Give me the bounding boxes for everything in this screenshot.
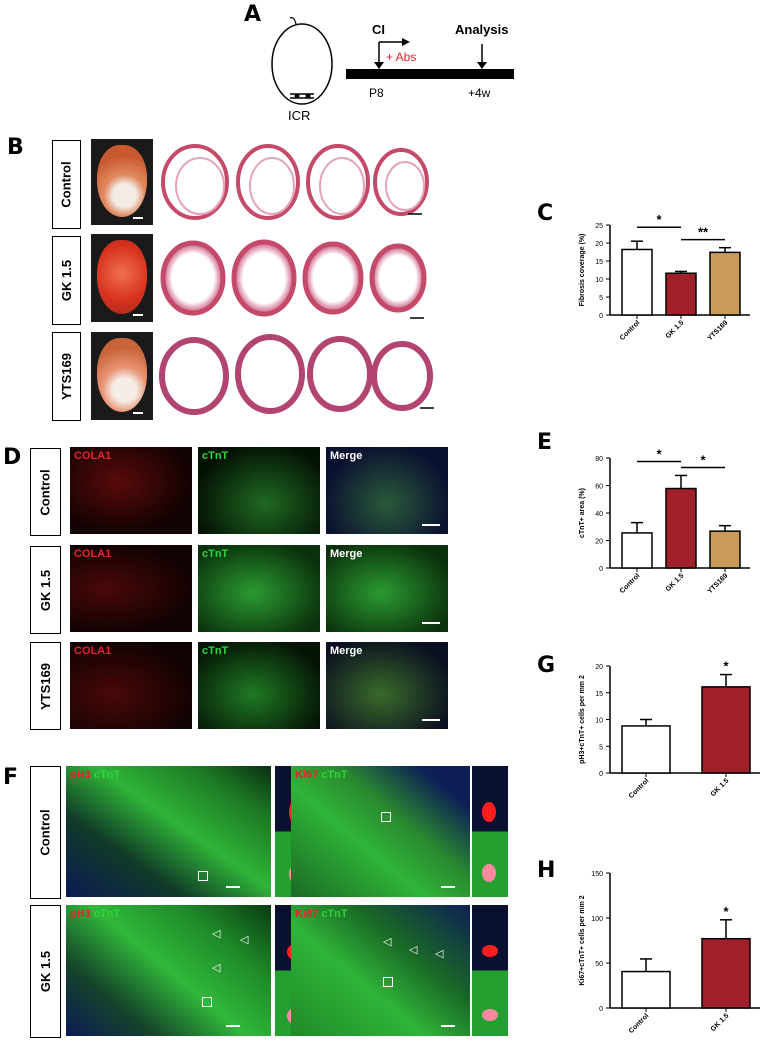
- bar-gk-1.5: [665, 487, 697, 569]
- x-tick-label: GK 1.5: [665, 319, 686, 340]
- whole-heart-yts: [91, 332, 153, 420]
- panel-label-e: E: [537, 430, 553, 455]
- inset-control-ki67: [472, 766, 508, 897]
- if-image-control-ph3: pH3 cTnT: [66, 766, 271, 897]
- bar-gk-1.5: [701, 937, 751, 1009]
- x-tick-label: YTS169: [707, 572, 730, 595]
- y-tick-label: 15: [595, 259, 603, 266]
- y-tick-label: 40: [595, 511, 603, 518]
- bar-gk-1.5: [665, 272, 697, 316]
- panel-label-c: C: [537, 201, 554, 226]
- x-tick-label: Control: [628, 1012, 651, 1035]
- y-tick-label: 20: [595, 241, 603, 248]
- significance-star: *: [656, 446, 662, 461]
- y-tick-label: 0: [599, 1006, 603, 1013]
- significance-star: *: [723, 659, 729, 674]
- row-label-gk-f: GK 1.5: [30, 905, 61, 1038]
- panel-label-h: H: [537, 858, 556, 883]
- schematic-diagram: [271, 17, 514, 105]
- y-tick-label: 25: [595, 223, 603, 230]
- row-label-yts-b: YTS169: [52, 332, 81, 421]
- panel-label-f: F: [3, 765, 19, 790]
- y-tick-label: 20: [595, 664, 603, 671]
- y-tick-label: 5: [599, 295, 603, 302]
- bar-yts169: [709, 530, 741, 569]
- y-tick-label: 10: [595, 277, 603, 284]
- heart-section-grid: [159, 144, 434, 415]
- row-label-yts-d: YTS169: [30, 642, 61, 730]
- x-tick-label: GK 1.5: [710, 777, 731, 798]
- significance-star: **: [698, 225, 709, 240]
- panel-label-d: D: [3, 445, 22, 470]
- mouse-icon: [271, 17, 333, 105]
- if-image-control-cola1: COLA1: [70, 447, 192, 534]
- if-image-control-ki67: Ki67 cTnT: [291, 766, 470, 897]
- mouse-strain-label: ICR: [288, 108, 311, 123]
- chart-ki67: 0 50 100 150 Ki67+cTnT+ cells per mm 2 Contro…: [579, 871, 760, 1035]
- y-tick-label: 0: [599, 771, 603, 778]
- y-tick-label: 0: [599, 566, 603, 573]
- timepoint-p8: P8: [369, 86, 384, 100]
- y-tick-label: 10: [595, 718, 603, 725]
- row-label-control-d: Control: [30, 448, 61, 536]
- panel-label-a: A: [244, 2, 262, 27]
- row-label-control-b: Control: [52, 140, 81, 229]
- antibody-label: + Abs: [386, 50, 417, 64]
- x-tick-label: Control: [628, 777, 651, 800]
- if-image-yts-ctnt: cTnT: [198, 642, 320, 729]
- chart-ctnt-area: 0 20 40 60 80 cTnT+ area (%) Control GK 1.5 YTS1…: [579, 446, 750, 595]
- if-image-control-merge: Merge: [326, 447, 448, 534]
- bar-control: [621, 248, 653, 316]
- whole-heart-gk: [91, 234, 153, 322]
- x-tick-label: Control: [619, 572, 642, 595]
- y-tick-label: 150: [591, 871, 603, 878]
- chart-ph3: 0 5 10 15 20 pH3+cTnT+ cells per mm 2 Control G…: [579, 659, 760, 800]
- if-image-gk-ki67: Ki67 cTnT ◁ ◁ ◁: [291, 905, 470, 1036]
- y-tick-label: 50: [595, 961, 603, 968]
- ci-label: CI: [372, 22, 385, 37]
- bar-control: [621, 725, 671, 774]
- row-label-control-f: Control: [30, 766, 61, 899]
- if-image-yts-cola1: COLA1: [70, 642, 192, 729]
- y-axis-label: Ki67+cTnT+ cells per mm 2: [579, 895, 586, 985]
- significance-star: *: [656, 212, 662, 227]
- bar-gk-1.5: [701, 686, 751, 774]
- if-image-gk-ph3: pH3 cTnT ◁ ◁ ◁: [66, 905, 271, 1036]
- y-tick-label: 80: [595, 456, 603, 463]
- if-image-yts-merge: Merge: [326, 642, 448, 729]
- x-tick-label: GK 1.5: [710, 1012, 731, 1033]
- row-label-gk-b: GK 1.5: [52, 236, 81, 325]
- if-image-gk-merge: Merge: [326, 545, 448, 632]
- panel-label-b: B: [7, 135, 24, 160]
- if-image-control-ctnt: cTnT: [198, 447, 320, 534]
- x-tick-label: GK 1.5: [665, 572, 686, 593]
- if-image-gk-cola1: COLA1: [70, 545, 192, 632]
- timepoint-4w: +4w: [468, 86, 491, 100]
- bar-control: [621, 970, 671, 1009]
- chart-fibrosis: 0 5 10 15 20 25 Fibrosis coverage (%) Control GK…: [579, 212, 750, 342]
- panel-label-g: G: [537, 653, 556, 678]
- y-tick-label: 5: [599, 744, 603, 751]
- significance-star: *: [700, 452, 706, 467]
- y-tick-label: 60: [595, 484, 603, 491]
- inset-gk-ki67: [472, 905, 508, 1036]
- y-tick-label: 15: [595, 691, 603, 698]
- y-tick-label: 0: [599, 313, 603, 320]
- y-axis-label: pH3+cTnT+ cells per mm 2: [579, 675, 586, 764]
- analysis-label: Analysis: [455, 22, 509, 37]
- bar-yts169: [709, 251, 741, 316]
- significance-star: *: [723, 904, 729, 919]
- whole-heart-control: [91, 139, 153, 225]
- y-tick-label: 100: [591, 916, 603, 923]
- y-axis-label: cTnT+ area (%): [579, 488, 586, 538]
- y-axis-label: Fibrosis coverage (%): [579, 234, 586, 307]
- row-label-gk-d: GK 1.5: [30, 546, 61, 634]
- if-image-gk-ctnt: cTnT: [198, 545, 320, 632]
- x-tick-label: YTS169: [707, 319, 730, 342]
- y-tick-label: 20: [595, 539, 603, 546]
- x-tick-label: Control: [619, 319, 642, 342]
- bar-control: [621, 532, 653, 569]
